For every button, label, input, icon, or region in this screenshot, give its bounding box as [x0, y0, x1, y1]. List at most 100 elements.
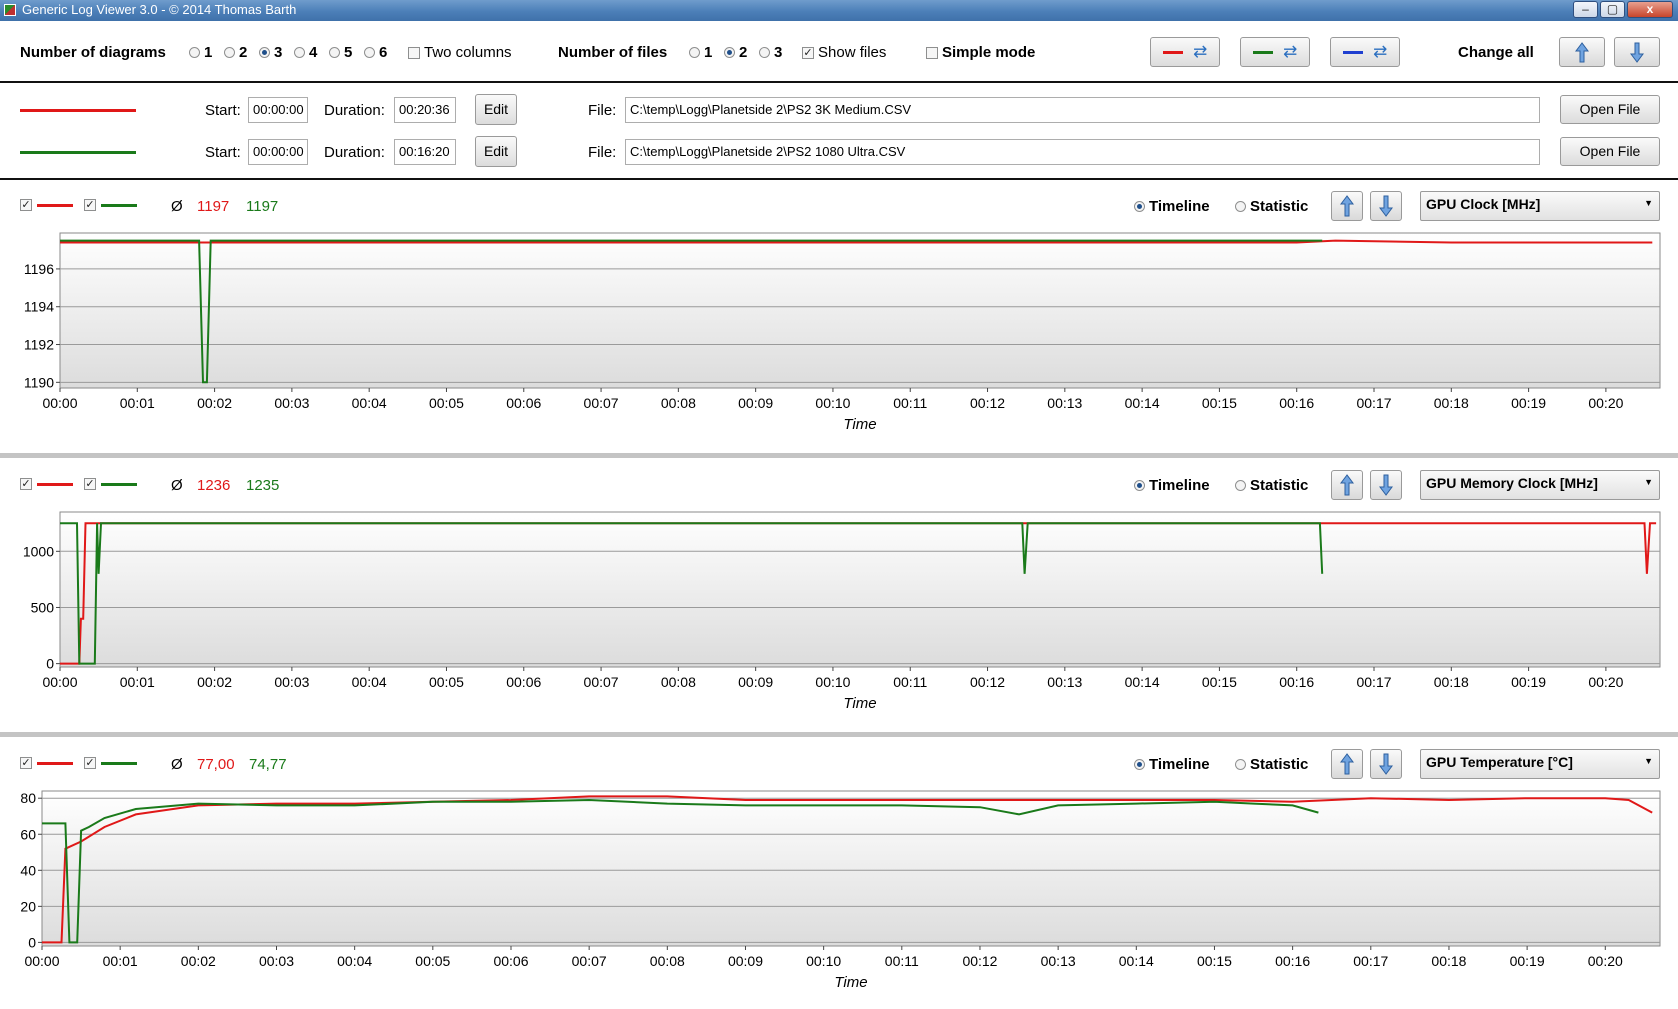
x-tick-label: 00:10: [815, 395, 850, 411]
x-tick-label: 00:19: [1511, 395, 1546, 411]
x-tick-label: 00:06: [506, 674, 541, 690]
file-color-line: [20, 151, 136, 154]
series-red-checkbox[interactable]: ✓: [20, 757, 32, 769]
duration-field[interactable]: 00:16:20: [394, 139, 456, 165]
arrow-down-icon: [1379, 195, 1393, 217]
duration-label: Duration:: [324, 144, 385, 161]
x-tick-label: 00:12: [962, 953, 997, 969]
panel-up-button[interactable]: [1331, 191, 1363, 221]
x-tick-label: 00:19: [1510, 953, 1545, 969]
average-symbol: Ø: [171, 477, 183, 494]
x-tick-label: 00:13: [1047, 674, 1082, 690]
x-tick-label: 00:05: [415, 953, 450, 969]
file-label: File:: [588, 102, 617, 119]
x-tick-label: 00:08: [650, 953, 685, 969]
file-option-2: 2: [739, 44, 748, 61]
edit-button[interactable]: Edit: [475, 136, 517, 167]
series-red-swatch: [37, 204, 73, 207]
timeline-radio[interactable]: [1134, 759, 1145, 770]
series-green-checkbox[interactable]: ✓: [84, 478, 96, 490]
timeline-radio[interactable]: [1134, 480, 1145, 491]
file-label: File:: [588, 144, 617, 161]
swap-green-button[interactable]: ⇄: [1240, 37, 1310, 67]
duration-label: Duration:: [324, 102, 385, 119]
series-line-red: [60, 239, 1653, 244]
series-green-checkbox[interactable]: ✓: [84, 199, 96, 211]
num-files-label: Number of files: [558, 44, 668, 61]
chart-gpu-temperature: 0 20 40 60 80 00:00 00:01 00:02 00:03 00:04 00:05 0…: [20, 790, 1661, 991]
plot-area: [41, 790, 1661, 947]
swap-red-button[interactable]: ⇄: [1150, 37, 1220, 67]
timeline-radio[interactable]: [1134, 201, 1145, 212]
arrow-up-icon: [1340, 474, 1354, 496]
maximize-button[interactable]: ▢: [1600, 1, 1625, 18]
metric-dropdown[interactable]: GPU Temperature [°C] ▼: [1420, 749, 1660, 779]
file-path-field[interactable]: C:\temp\Logg\Planetside 2\PS2 3K Medium.…: [625, 97, 1540, 123]
swap-blue-button[interactable]: ⇄: [1330, 37, 1400, 67]
diagram-radio-6[interactable]: [364, 47, 375, 58]
panel-down-button[interactable]: [1370, 470, 1402, 500]
file-option-1: 1: [704, 44, 713, 61]
duration-field[interactable]: 00:20:36: [394, 97, 456, 123]
series-green-swatch: [101, 762, 137, 765]
panel-splitter[interactable]: [0, 732, 1678, 737]
statistic-radio[interactable]: [1235, 759, 1246, 770]
file-path-field[interactable]: C:\temp\Logg\Planetside 2\PS2 1080 Ultra…: [625, 139, 1540, 165]
refresh-icon: ⇄: [1373, 42, 1388, 61]
two-columns-checkbox[interactable]: [408, 47, 420, 59]
move-all-down-button[interactable]: [1614, 37, 1660, 67]
diagram-radio-3[interactable]: [259, 47, 270, 58]
x-tick-label: 00:02: [197, 395, 232, 411]
arrow-down-icon: [1379, 753, 1393, 775]
panel-splitter[interactable]: [0, 453, 1678, 458]
panel-down-button[interactable]: [1370, 191, 1402, 221]
file-radio-1[interactable]: [689, 47, 700, 58]
y-tick-label: 20: [20, 898, 36, 914]
statistic-label: Statistic: [1250, 756, 1309, 773]
edit-button[interactable]: Edit: [475, 94, 517, 125]
statistic-radio[interactable]: [1235, 201, 1246, 212]
series-line-green: [60, 522, 1324, 665]
files-divider: [0, 178, 1678, 180]
start-field[interactable]: 00:00:00: [248, 97, 308, 123]
open-file-button[interactable]: Open File: [1560, 95, 1660, 124]
start-label: Start:: [205, 102, 241, 119]
minimize-button[interactable]: –: [1573, 1, 1598, 18]
series-red-checkbox[interactable]: ✓: [20, 478, 32, 490]
diagram-radio-4[interactable]: [294, 47, 305, 58]
arrow-down-icon: [1379, 474, 1393, 496]
average-red: 77,00: [197, 756, 235, 773]
diagram-radio-5[interactable]: [329, 47, 340, 58]
metric-dropdown[interactable]: GPU Memory Clock [MHz] ▼: [1420, 470, 1660, 500]
file-radio-3[interactable]: [759, 47, 770, 58]
diagram-option-3: 3: [274, 44, 283, 61]
simple-mode-checkbox[interactable]: [926, 47, 938, 59]
x-tick-label: 00:17: [1353, 953, 1388, 969]
x-tick-label: 00:09: [738, 395, 773, 411]
chevron-down-icon: ▼: [1644, 756, 1653, 766]
series-red-checkbox[interactable]: ✓: [20, 199, 32, 211]
plot-area: [59, 511, 1661, 668]
diagram-radio-2[interactable]: [224, 47, 235, 58]
x-tick-label: 00:06: [493, 953, 528, 969]
statistic-radio[interactable]: [1235, 480, 1246, 491]
show-files-checkbox[interactable]: ✓: [802, 47, 814, 59]
metric-dropdown[interactable]: GPU Clock [MHz] ▼: [1420, 191, 1660, 221]
panel-up-button[interactable]: [1331, 749, 1363, 779]
y-tick-label: 40: [20, 862, 36, 878]
panel-up-button[interactable]: [1331, 470, 1363, 500]
title-bar: Generic Log Viewer 3.0 - © 2014 Thomas B…: [0, 0, 1678, 21]
close-button[interactable]: x: [1627, 1, 1673, 18]
start-field[interactable]: 00:00:00: [248, 139, 308, 165]
x-tick-label: 00:11: [885, 953, 919, 969]
open-file-button[interactable]: Open File: [1560, 137, 1660, 166]
x-tick-label: 00:09: [728, 953, 763, 969]
panel-down-button[interactable]: [1370, 749, 1402, 779]
file-radio-2[interactable]: [724, 47, 735, 58]
x-tick-label: 00:12: [970, 395, 1005, 411]
move-all-up-button[interactable]: [1559, 37, 1605, 67]
average-green: 74,77: [249, 756, 287, 773]
diagram-radio-1[interactable]: [189, 47, 200, 58]
series-green-checkbox[interactable]: ✓: [84, 757, 96, 769]
x-tick-label: 00:00: [24, 953, 59, 969]
